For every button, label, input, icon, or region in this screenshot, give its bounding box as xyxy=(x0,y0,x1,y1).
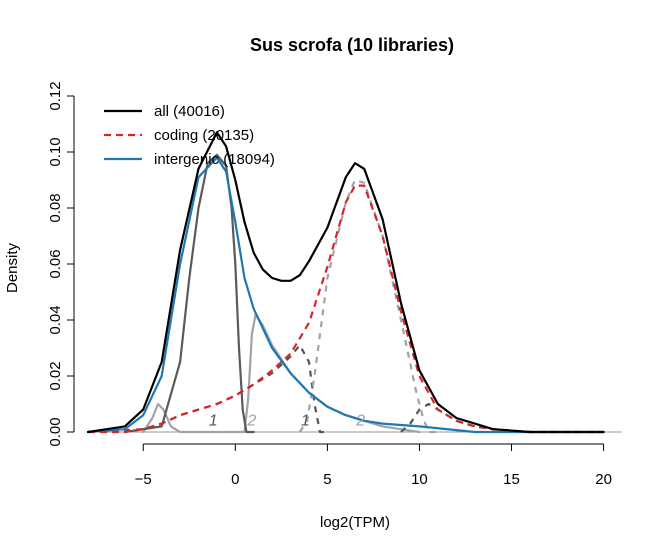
series-all xyxy=(86,131,605,434)
component-label-2: 1 xyxy=(301,412,310,429)
legend: all (40016) coding (20135) intergenic (180… xyxy=(104,103,275,168)
series-coding xyxy=(88,184,604,434)
y-axis: 0.00 0.02 0.04 0.06 0.08 0.10 0.12 xyxy=(47,81,75,447)
legend-label-2: intergenic (18094) xyxy=(154,151,275,168)
series-intergenic xyxy=(86,156,605,434)
component-label-0: 1 xyxy=(209,412,218,429)
x-tick-label: 5 xyxy=(323,471,331,488)
component-labels: 1 2 1 2 xyxy=(209,412,365,429)
legend-label-0: all (40016) xyxy=(154,103,225,120)
y-axis-label: Density xyxy=(4,242,21,293)
density-curves xyxy=(86,131,605,434)
series-coding-component-2 xyxy=(298,178,438,434)
y-tick-label: 0.10 xyxy=(47,137,64,166)
legend-label-1: coding (20135) xyxy=(154,127,254,144)
x-tick-label: 20 xyxy=(595,471,612,488)
series-intergenic-component-1 xyxy=(123,153,255,434)
x-axis-label: log2(TPM) xyxy=(320,514,390,531)
x-tick-label: 10 xyxy=(411,471,428,488)
x-axis: −5 0 5 10 15 20 xyxy=(135,443,612,488)
x-tick-label: −5 xyxy=(135,471,152,488)
component-label-1: 2 xyxy=(246,412,256,429)
x-tick-label: 0 xyxy=(231,471,239,488)
y-tick-label: 0.02 xyxy=(47,361,64,390)
y-tick-label: 0.08 xyxy=(47,193,64,222)
chart-title: Sus scrofa (10 libraries) xyxy=(250,35,454,55)
y-tick-label: 0.06 xyxy=(47,249,64,278)
y-tick-label: 0.12 xyxy=(47,81,64,110)
series-coding-component-1 xyxy=(87,344,328,434)
y-tick-label: 0.00 xyxy=(47,417,64,446)
component-label-3: 2 xyxy=(355,412,365,429)
y-tick-label: 0.04 xyxy=(47,305,64,334)
x-tick-label: 15 xyxy=(503,471,520,488)
